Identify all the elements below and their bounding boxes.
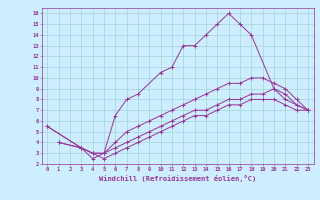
X-axis label: Windchill (Refroidissement éolien,°C): Windchill (Refroidissement éolien,°C): [99, 175, 256, 182]
